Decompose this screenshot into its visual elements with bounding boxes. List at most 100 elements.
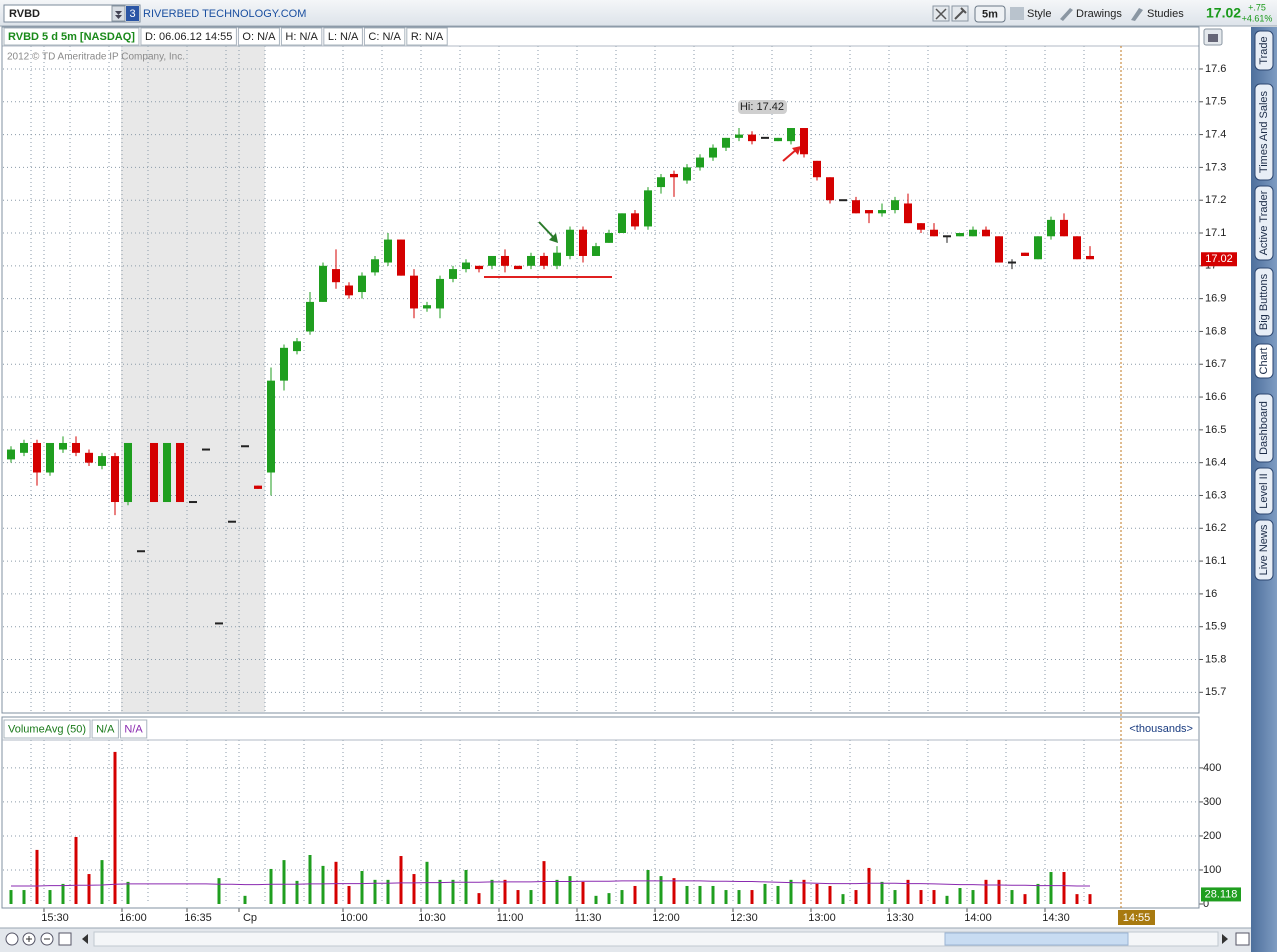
- symbol[interactable]: RVBD: [9, 8, 40, 20]
- candle-body: [410, 275, 418, 309]
- candle-body: [696, 157, 704, 168]
- candle-body: [267, 380, 275, 473]
- candle-body: [748, 134, 756, 142]
- volume-bar: [542, 861, 546, 904]
- volume-bar: [438, 879, 442, 904]
- y-tick-label: 17.2: [1205, 194, 1226, 206]
- y-tick-label: 15.8: [1205, 653, 1226, 665]
- sidebar-tab[interactable]: [1254, 519, 1274, 581]
- volume-pane-border: [1, 716, 1200, 909]
- volume-bar: [282, 860, 286, 904]
- sidebar-tab[interactable]: [1254, 393, 1274, 463]
- sidebar-tab[interactable]: [1254, 185, 1274, 261]
- header-field: L: N/A: [328, 31, 359, 43]
- candle-body: [1073, 236, 1081, 260]
- sidebar-tab[interactable]: [1254, 83, 1274, 181]
- volume-bar: [607, 893, 611, 904]
- x-tick-label: 15:30: [41, 912, 69, 924]
- volume-bar: [217, 878, 221, 904]
- volume-unit: <thousands>: [1129, 723, 1193, 735]
- y-tick-label: 16: [1205, 588, 1217, 600]
- drawings-button[interactable]: Drawings: [1076, 8, 1122, 20]
- grid: 15.7 15.8 15.9 16 16.1 16.2 16.3 16.4 16.5 16.6 16…: [3, 46, 1226, 924]
- header-box: [91, 719, 119, 739]
- x-tick-label: 16:35: [184, 912, 212, 924]
- sidebar-tab[interactable]: [1254, 343, 1274, 379]
- volume-bar: [880, 881, 884, 904]
- zoom-fit[interactable]: [5, 932, 19, 946]
- header-field: O: N/A: [242, 31, 276, 43]
- volume-bar: [321, 865, 325, 904]
- x-tick-label: 12:00: [652, 912, 680, 924]
- sidebar-tab-label: Big Buttons: [1258, 273, 1270, 330]
- volume-bar: [581, 881, 585, 904]
- candle-body: [163, 442, 171, 503]
- candle-body: [813, 160, 821, 178]
- volume-bar: [932, 890, 936, 904]
- volume-bar: [750, 890, 754, 904]
- sidebar-tab[interactable]: [1254, 30, 1274, 71]
- snapshot-icon: [1208, 34, 1218, 42]
- company-link[interactable]: RIVERBED TECHNOLOGY.COM: [143, 8, 306, 20]
- expand-button[interactable]: [1235, 932, 1250, 946]
- volume-bar: [1036, 883, 1040, 904]
- candle-body: [98, 456, 106, 466]
- green-arrowhead: [549, 233, 558, 243]
- style-button[interactable]: Style: [1027, 8, 1051, 20]
- sidebar-tab-label: Chart: [1258, 348, 1270, 375]
- interval-button[interactable]: [974, 5, 1006, 23]
- candle-body: [566, 229, 574, 256]
- candle-body: [59, 442, 67, 450]
- y-tick-label: 16.3: [1205, 489, 1226, 501]
- pan-tool[interactable]: [58, 932, 72, 946]
- scroll-left[interactable]: [82, 934, 88, 944]
- candle-body: [592, 246, 600, 256]
- current-time-label: 14:55: [1123, 912, 1151, 924]
- volume-bar: [386, 879, 390, 904]
- last-price-marker: [1201, 252, 1237, 267]
- sidebar-tab-label: Times And Sales: [1258, 90, 1270, 173]
- volume-bar: [685, 885, 689, 904]
- sidebar-tabs: Trade Times And Sales Active Trader Big But…: [1254, 30, 1274, 581]
- x-tick-label: 14:00: [964, 912, 992, 924]
- y-tick-label: 16.7: [1205, 358, 1226, 370]
- candle-body: [709, 147, 717, 158]
- scroll-right[interactable]: [1222, 934, 1228, 944]
- volume-bar: [529, 890, 533, 904]
- volume-bar: [243, 895, 247, 904]
- link-badge[interactable]: [126, 6, 139, 21]
- candle-body: [683, 167, 691, 181]
- volume-bar: [659, 876, 663, 904]
- candle-body: [7, 449, 15, 460]
- volume-bar: [1010, 890, 1014, 904]
- header-box: [280, 27, 323, 46]
- x-tick-label: 13:30: [886, 912, 914, 924]
- candle-body: [202, 448, 210, 451]
- volume-bar: [672, 878, 676, 904]
- candle-body: [124, 442, 132, 503]
- candle-body: [1086, 255, 1094, 260]
- volume-bar: [35, 849, 39, 904]
- scroll-thumb[interactable]: [944, 932, 1129, 946]
- symbol-input[interactable]: [3, 4, 141, 23]
- sidebar-tab[interactable]: [1254, 267, 1274, 337]
- volume-bar: [906, 879, 910, 904]
- extended-hours-shading: [121, 46, 265, 712]
- candle-body: [735, 134, 743, 138]
- plus-glyph: [26, 936, 32, 942]
- percent-change: +4.61%: [1242, 13, 1273, 23]
- volume-bar: [308, 855, 312, 904]
- volume-bar: [997, 879, 1001, 904]
- studies-button[interactable]: Studies: [1147, 8, 1184, 20]
- volume-bar: [295, 880, 299, 904]
- sidebar-tab-label: Level II: [1258, 473, 1270, 508]
- volume-bar: [269, 868, 273, 904]
- y-tick-label: 17.5: [1205, 96, 1226, 108]
- sidebar-tab[interactable]: [1254, 467, 1274, 515]
- candle-body: [605, 233, 613, 243]
- candle-body: [852, 200, 860, 214]
- y-tick-label: 16.4: [1205, 457, 1226, 469]
- style-icon: [1010, 7, 1024, 20]
- volume-bar: [126, 881, 130, 904]
